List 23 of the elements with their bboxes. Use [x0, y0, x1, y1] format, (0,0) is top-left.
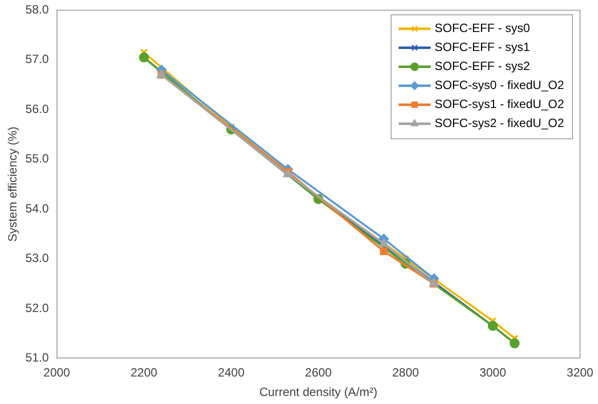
y-tick-label: 53.0 [25, 251, 50, 266]
legend-label: SOFC-EFF - sys0 [434, 21, 530, 36]
y-axis-title: System efficiency (%) [6, 126, 20, 242]
x-tick-label: 2400 [218, 366, 245, 380]
x-tick-label: 2200 [130, 366, 158, 380]
y-tick-label: 55.0 [25, 152, 50, 166]
y-tick-label: 58.0 [25, 2, 50, 17]
legend-label: SOFC-EFF - sys2 [434, 59, 530, 74]
y-tick-label: 54.0 [25, 201, 50, 216]
y-tick-label: 52.0 [25, 300, 50, 315]
x-tick-label: 2600 [305, 366, 332, 380]
x-tick-label: 2800 [392, 366, 420, 380]
x-axis-title: Current density (A/m²) [259, 385, 378, 400]
y-tick-label: 51.0 [25, 350, 50, 365]
x-tick-label: 3000 [479, 366, 506, 380]
y-tick-label: 56.0 [25, 102, 50, 116]
legend-label: SOFC-sys0 - fixedU_O2 [434, 78, 564, 92]
x-tick-label: 2000 [43, 366, 70, 380]
legend-label: SOFC-sys2 - fixedU_O2 [434, 116, 564, 130]
y-tick-label: 57.0 [25, 52, 50, 66]
legend-label: SOFC-EFF - sys1 [434, 40, 530, 54]
x-tick-label: 3200 [566, 366, 594, 380]
legend-label: SOFC-sys1 - fixedU_O2 [434, 97, 564, 112]
